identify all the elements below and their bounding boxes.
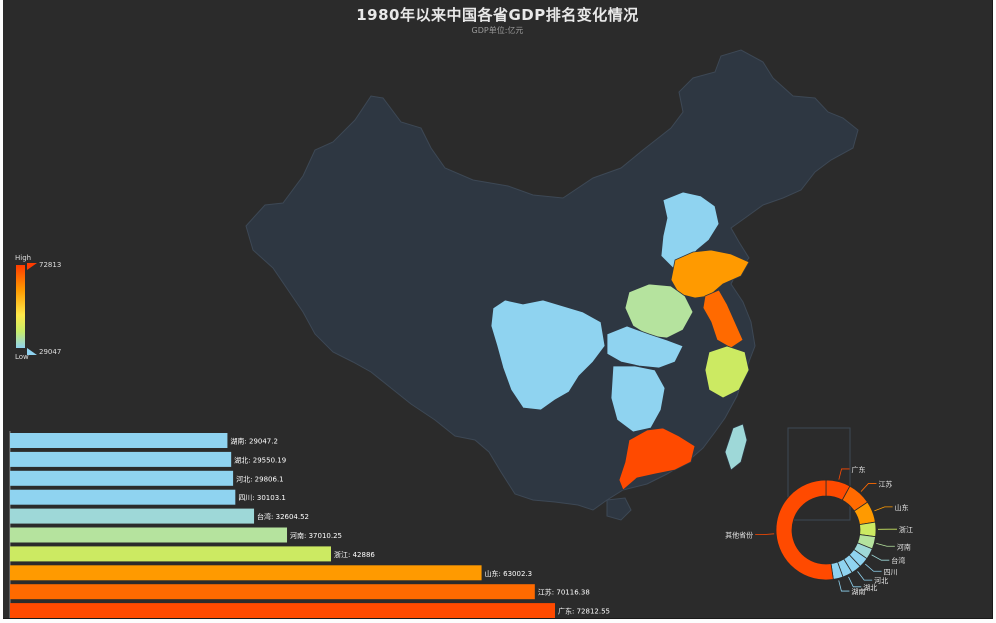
donut-leader-line (865, 563, 882, 572)
donut-leader-line (871, 554, 890, 561)
bar-label: 台湾: 32604.52 (257, 512, 309, 521)
visual-map-max-value: 72813 (39, 261, 62, 269)
donut-label: 其他省份 (725, 531, 753, 540)
map-region (660, 191, 720, 269)
donut-label: 四川 (884, 568, 898, 576)
bar-广东[interactable] (10, 603, 555, 618)
bar-四川[interactable] (10, 489, 236, 505)
visual-map-min-handle[interactable] (27, 348, 37, 355)
donut-label: 台湾 (891, 556, 905, 565)
donut-leader-line (857, 571, 873, 581)
south-china-sea-inset (787, 427, 851, 521)
visual-map-high-label: High (15, 254, 32, 262)
bar-湖南[interactable] (10, 433, 228, 448)
chart-title: 1980年以来中国各省GDP排名变化情况 (356, 6, 639, 24)
bar-label: 河北: 29806.1 (236, 475, 284, 483)
map-region (724, 423, 748, 471)
donut-leader-line (838, 468, 850, 480)
bar-台湾[interactable] (10, 508, 255, 524)
visual-map-min-value: 29047 (39, 348, 62, 356)
donut-leader-line (848, 576, 862, 588)
map-region (702, 289, 744, 349)
visual-map-max-handle[interactable] (27, 263, 37, 270)
donut-label: 浙江 (899, 525, 913, 534)
bar-label: 湖北: 29550.19 (234, 455, 286, 464)
donut-label: 河南 (897, 542, 911, 551)
donut-leader-line (755, 533, 775, 536)
bar-label: 四川: 30103.1 (238, 494, 286, 502)
visual-map-bar[interactable] (16, 265, 25, 348)
map-region (610, 365, 666, 433)
bar-江苏[interactable] (10, 584, 535, 600)
visual-map-low-label: Low (15, 353, 29, 361)
bar-河北[interactable] (10, 470, 234, 486)
donut-label: 湖北 (863, 583, 877, 592)
map-region (606, 325, 684, 369)
donut-leader-line (838, 580, 850, 592)
chart-frame: 1980年以来中国各省GDP排名变化情况 GDP单位:亿元 (3, 0, 993, 619)
donut-label: 广东 (852, 465, 866, 474)
bar-label: 浙江: 42886 (334, 550, 375, 559)
donut-label: 山东 (895, 503, 909, 512)
donut-leader-line (860, 483, 877, 492)
donut-leader-line (874, 506, 893, 512)
donut-label: 河北 (874, 577, 888, 585)
donut-leader-line (876, 543, 895, 547)
map-mainland (245, 49, 859, 511)
map-region (704, 345, 750, 399)
bar-label: 湖南: 29047.2 (230, 437, 278, 446)
china-map (16, 49, 859, 521)
bar-label: 河南: 37010.25 (290, 531, 342, 540)
map-region (618, 427, 696, 491)
bar-河南[interactable] (10, 527, 288, 543)
map-hainan (606, 497, 632, 521)
map-region (490, 299, 606, 411)
bar-label: 山东: 63002.3 (485, 569, 533, 578)
bar-浙江[interactable] (10, 546, 332, 562)
bar-label: 广东: 72812.55 (558, 607, 610, 616)
donut-label: 江苏 (878, 479, 892, 488)
bar-label: 江苏: 70116.38 (538, 588, 590, 597)
bar-chart: 湖南: 29047.2 湖北: 29550.19 河北: 29806.1 四川: 30… (9, 431, 610, 618)
chart-subtitle: GDP单位:亿元 (471, 26, 524, 35)
bar-湖北[interactable] (10, 451, 232, 467)
donut-slice-其他省份[interactable] (775, 479, 834, 581)
bar-山东[interactable] (10, 565, 482, 581)
map-region (624, 283, 694, 339)
donut-label: 湖南 (851, 587, 865, 596)
